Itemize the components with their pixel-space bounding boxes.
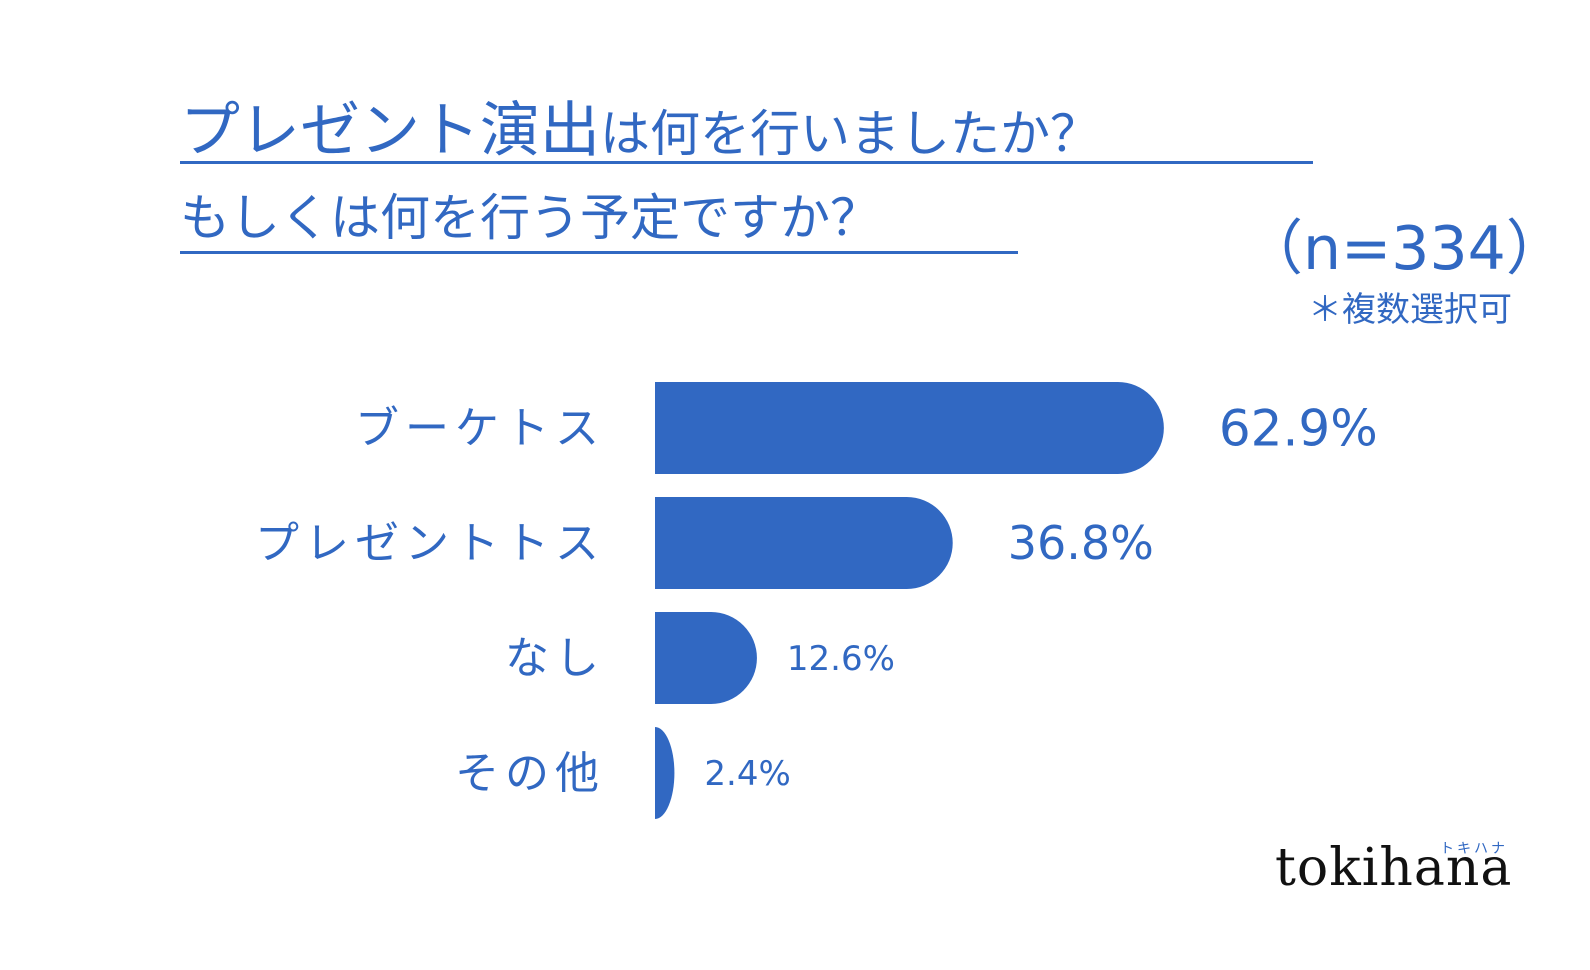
multiple-choice-note: ＊複数選択可 [1308,290,1512,330]
title-rest: は何を行いましたか？ [600,105,1100,163]
bar-3 [655,727,675,819]
category-label-3: その他 [455,748,605,799]
bar-0 [655,382,1164,474]
chart-title-line-2: もしくは何を行う予定ですか？ [180,189,880,247]
chart-title-line-1: プレゼント演出は何を行いましたか？ [180,82,1100,169]
bar-2 [655,612,757,704]
tokihana-logo-kana: トキハナ [1440,841,1508,857]
value-label-3: 2.4% [704,754,790,794]
bar-1 [655,497,953,589]
title-underline-2 [180,251,1018,254]
category-label-0: ブーケトス [355,403,605,454]
tokihana-logo: tokihana [1275,838,1513,898]
value-label-1: 36.8% [1008,516,1154,570]
value-label-2: 12.6% [787,639,895,679]
category-label-1: プレゼントトス [255,518,605,569]
value-label-0: 62.9% [1219,400,1378,458]
title-underline-1 [180,161,1313,164]
category-label-2: なし [505,633,605,684]
title-emphasis: プレゼント演出 [180,96,600,166]
sample-size-label: （n=334） [1243,214,1566,284]
